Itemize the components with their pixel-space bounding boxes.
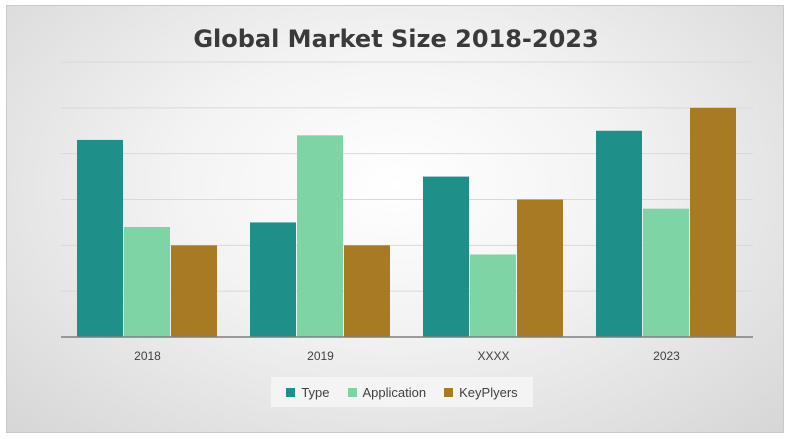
bar-keyplyers-2019: [344, 245, 390, 337]
bar-application-2019: [297, 135, 343, 337]
bar-type-xxxx: [423, 176, 469, 337]
legend-label: Application: [362, 384, 427, 400]
bar-application-2023: [643, 208, 689, 337]
chart-legend: Type Application KeyPlyers: [271, 377, 533, 407]
bar-application-2018: [124, 227, 170, 337]
x-tick-label: XXXX: [477, 349, 509, 363]
bar-keyplyers-2018: [171, 245, 217, 337]
bar-chart-plot: 2018 2019 XXXX 2023: [61, 61, 753, 363]
legend-item: Type: [286, 384, 330, 400]
x-tick-label: 2018: [134, 349, 161, 363]
bar-application-xxxx: [470, 254, 516, 337]
legend-item: Application: [347, 384, 427, 400]
legend-label: KeyPlyers: [459, 384, 518, 400]
legend-swatch: [286, 387, 296, 397]
legend-item: KeyPlyers: [444, 385, 518, 400]
bar-keyplyers-2023: [690, 107, 736, 337]
chart-title: Global Market Size 2018-2023: [193, 25, 599, 53]
bar-type-2018: [77, 139, 123, 337]
legend-swatch: [444, 387, 454, 397]
legend-label: Type: [301, 384, 330, 400]
legend-swatch: [347, 387, 357, 397]
bar-type-2023: [596, 130, 642, 337]
bar-keyplyers-xxxx: [517, 199, 563, 337]
x-tick-label: 2023: [653, 349, 680, 363]
x-tick-label: 2019: [307, 349, 334, 363]
chart-frame: Global Market Size 2018-2023 2018 2019 XXX…: [6, 5, 784, 433]
bar-type-2019: [250, 222, 296, 337]
